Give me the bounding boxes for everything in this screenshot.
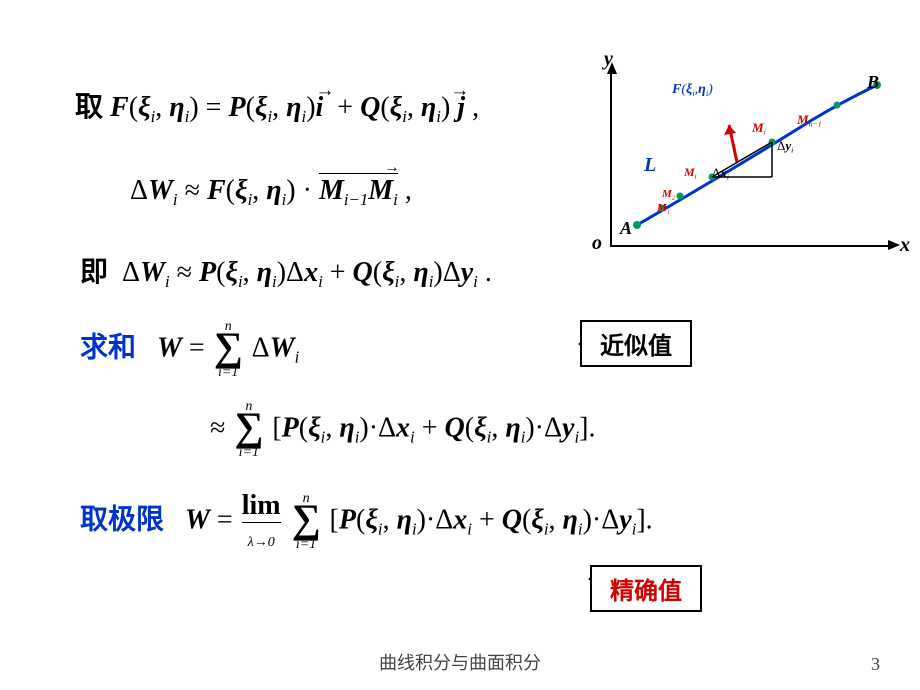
page-number: 3: [871, 654, 880, 675]
callout-exact: 精确值: [590, 565, 702, 612]
approx-line: ≈ n ∑ i=1 [P(ξi, ηi)·Δxi + Q(ξi, ηi)·Δyi…: [210, 400, 595, 460]
origin-label: o: [592, 232, 602, 255]
sum-line: 求和 W = n ∑ i=1 ΔWi: [80, 320, 299, 380]
label-dy: Δyi: [777, 138, 793, 155]
label-Mi2: Mi: [684, 165, 697, 181]
label-dx: Δxi: [712, 165, 729, 182]
callout-approx: 近似值: [580, 320, 692, 367]
lim-block: lim λ→0: [242, 490, 281, 554]
sigma-2: n ∑ i=1: [234, 400, 263, 460]
prefix: 取: [75, 92, 103, 123]
label-Mi: Mi: [752, 120, 766, 137]
point-A: A: [620, 218, 632, 239]
label-Mn1: Mn−1: [797, 112, 822, 129]
force-label: F(ξi,ηi): [672, 82, 713, 98]
footer-text: 曲线积分与曲面积分: [0, 649, 920, 675]
sigma-3: n ∑ i=1: [292, 492, 321, 552]
equation-line-1: 取 F(ξi, ηi) = P(ξi, ηi)i + Q(ξi, ηi) j ,: [75, 85, 479, 127]
x-axis-label: x: [900, 234, 910, 257]
equation-line-3: 即 ΔWi ≈ P(ξi, ηi)Δxi + Q(ξi, ηi)Δyi .: [80, 250, 492, 292]
equation-line-2: ΔWi ≈ F(ξi, ηi) · Mi−1Mi ,: [130, 175, 412, 210]
label-M2: M2: [662, 188, 675, 201]
point-B: B: [867, 72, 879, 93]
limit-line: 取极限 W = lim λ→0 n ∑ i=1 [P(ξi, ηi)·Δxi +…: [80, 490, 653, 554]
curve-L: L: [644, 154, 656, 177]
curve-graph: y x o A B L F(ξi,ηi): [610, 70, 892, 247]
prefix: 即: [80, 257, 108, 288]
sum-prefix: 求和: [80, 332, 136, 363]
label-M1: M1: [657, 202, 670, 215]
lim-prefix: 取极限: [80, 504, 164, 535]
sigma-1: n ∑ i=1: [214, 320, 243, 380]
